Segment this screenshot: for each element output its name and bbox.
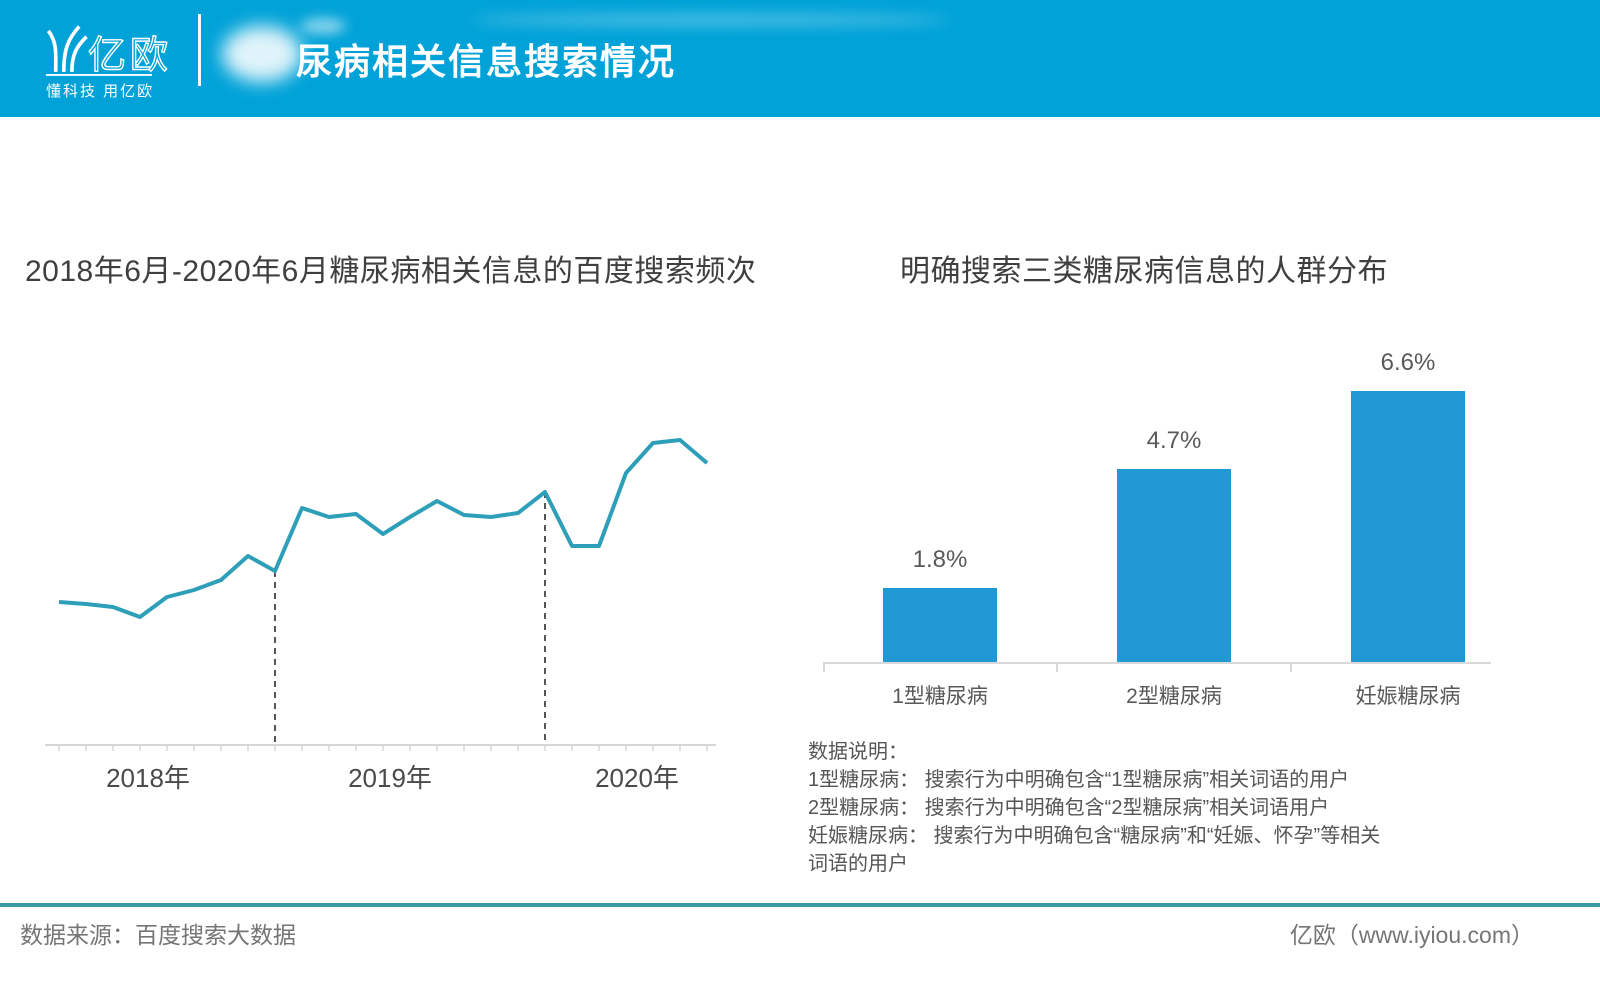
bar-value-label: 4.7%: [1146, 427, 1202, 455]
axis-tick: [1290, 662, 1292, 672]
bar-category-label: 1型糖尿病: [892, 685, 988, 708]
header-vertical-divider: [198, 14, 201, 86]
bar-category-label: 妊娠糖尿病: [1355, 685, 1461, 708]
bar-value-label: 6.6%: [1380, 349, 1436, 377]
watermark-smudge: [222, 26, 302, 82]
bar-category-label: 2型糖尿病: [1126, 685, 1222, 708]
logo-wordmark: 亿欧: [87, 34, 173, 77]
note-line: 妊娠糖尿病： 搜索行为中明确包含“糖尿病”和“妊娠、怀孕”等相关: [808, 825, 1381, 847]
header-banner: 亿欧 懂科技 用亿欧 尿病相关信息搜索情况: [0, 0, 1600, 117]
bar-type2-diabetes: [1117, 469, 1231, 662]
x-axis-year-label: 2018年: [106, 763, 190, 793]
x-axis-year-label: 2020年: [595, 763, 679, 793]
note-line: 2型糖尿病： 搜索行为中明确包含“2型糖尿病”相关词语用户: [808, 797, 1330, 819]
brand-footer: 亿欧（www.iyiou.com）: [1289, 922, 1534, 948]
watermark-smudge: [300, 18, 346, 34]
line-chart-title: 2018年6月-2020年6月糖尿病相关信息的百度搜索频次: [25, 255, 757, 288]
search-frequency-line: [58, 438, 709, 619]
footer-divider-line: [0, 903, 1600, 907]
bar-gestational-diabetes: [1351, 391, 1465, 662]
bar-value-label: 1.8%: [912, 546, 968, 574]
axis-tick: [823, 662, 825, 672]
note-line: 1型糖尿病： 搜索行为中明确包含“1型糖尿病”相关词语的用户: [808, 769, 1350, 791]
axis-tick: [1056, 662, 1058, 672]
data-source: 数据来源：百度搜索大数据: [20, 922, 296, 948]
bar-chart: 1.8% 4.7% 6.6% 1型糖尿病 2型糖尿病 妊娠糖尿病: [823, 330, 1491, 740]
bar-cell: [823, 330, 1057, 662]
data-notes: 数据说明： 1型糖尿病： 搜索行为中明确包含“1型糖尿病”相关词语的用户 2型糖…: [808, 738, 1528, 878]
bar-x-axis: [823, 662, 1491, 664]
bar-chart-title: 明确搜索三类糖尿病信息的人群分布: [900, 255, 1388, 288]
note-line: 数据说明：: [808, 741, 908, 763]
logo-divider-line: [46, 74, 152, 76]
watermark-smudge: [470, 14, 950, 26]
bar-type1-diabetes: [883, 588, 997, 662]
note-line: 词语的用户: [808, 853, 908, 875]
brand-logo: 亿欧 懂科技 用亿欧: [44, 14, 204, 106]
line-chart: 2018年 2019年 2020年: [45, 438, 716, 793]
bar-cell: [1057, 330, 1291, 662]
x-axis-year-label: 2019年: [348, 763, 432, 793]
page-title: 尿病相关信息搜索情况: [296, 41, 677, 82]
bar-cell: [1291, 330, 1525, 662]
logo-mark-icon: [46, 25, 88, 72]
logo-tagline: 懂科技 用亿欧: [46, 83, 155, 100]
